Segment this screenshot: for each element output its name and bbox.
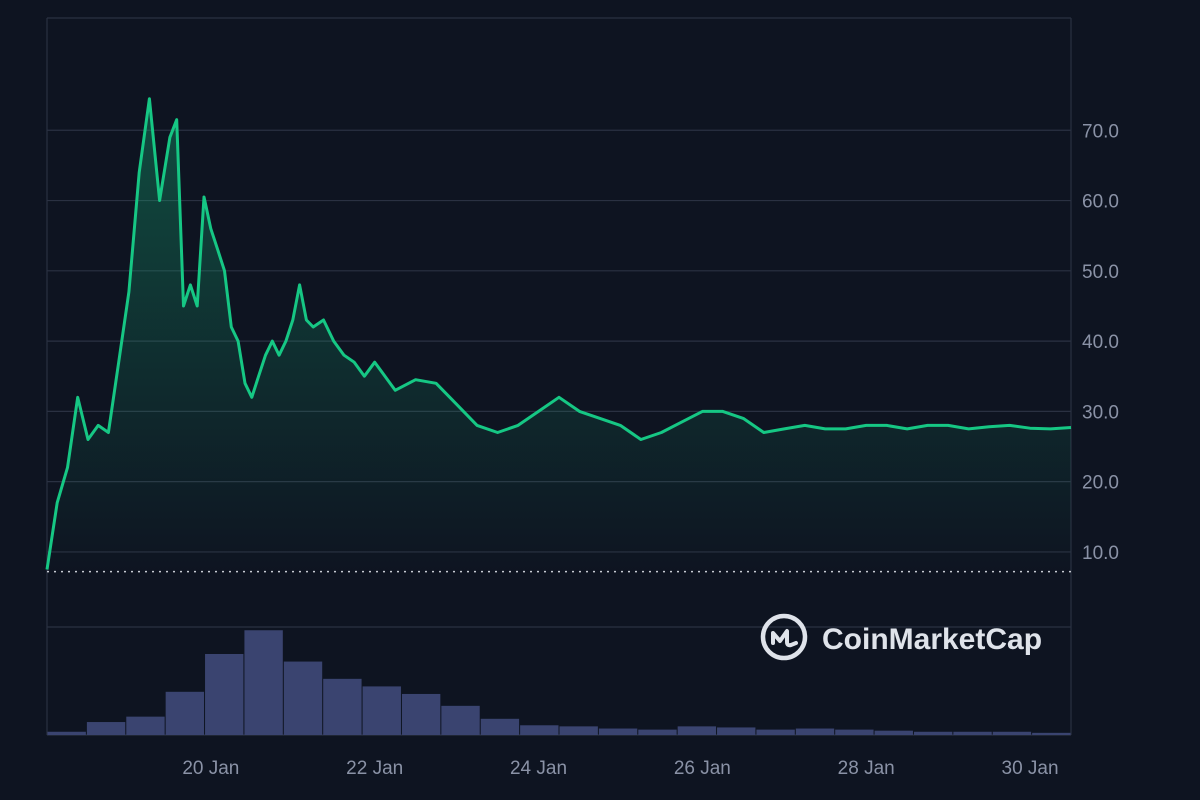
volume-bar <box>992 731 1032 735</box>
y-tick-label: 60.0 <box>1082 192 1119 213</box>
volume-bar <box>165 691 205 735</box>
volume-bar <box>47 731 86 735</box>
x-tick-label: 26 Jan <box>674 758 731 779</box>
y-tick-label: 20.0 <box>1082 473 1119 494</box>
volume-bar <box>480 718 520 735</box>
x-tick-label: 22 Jan <box>346 758 403 779</box>
volume-bar <box>205 654 244 735</box>
y-tick-label: 50.0 <box>1082 262 1119 283</box>
volume-bar <box>520 725 559 735</box>
volume-bar <box>638 729 677 735</box>
x-tick-label: 24 Jan <box>510 758 567 779</box>
volume-bar <box>283 661 323 735</box>
volume-bar <box>913 731 953 735</box>
volume-bar <box>86 722 126 735</box>
y-tick-label: 70.0 <box>1082 121 1119 142</box>
volume-bar <box>598 728 638 735</box>
volume-bar <box>559 726 598 735</box>
volume-bar <box>874 730 913 735</box>
y-tick-label: 10.0 <box>1082 543 1119 564</box>
volume-bar <box>401 693 441 735</box>
x-axis-ticks: 20 Jan 22 Jan 24 Jan 26 Jan 28 Jan 30 Jan <box>182 758 1058 779</box>
volume-bar <box>362 686 401 735</box>
y-tick-label: 40.0 <box>1082 332 1119 353</box>
volume-bar <box>756 729 795 735</box>
y-axis-ticks: 10.0 20.0 30.0 40.0 50.0 60.0 70.0 <box>1082 121 1119 564</box>
volume-bar <box>677 726 717 735</box>
coinmarketcap-logo-icon <box>760 613 808 661</box>
volume-bar <box>953 731 992 735</box>
volume-bar <box>323 678 362 735</box>
volume-bar <box>126 716 165 735</box>
price-line <box>45 97 1072 570</box>
volume-bar <box>1032 732 1071 735</box>
volume-bar <box>795 728 835 735</box>
y-tick-label: 30.0 <box>1082 402 1119 423</box>
price-area-fill <box>47 98 1071 573</box>
brand-name: CoinMarketCap <box>822 623 1042 656</box>
x-tick-label: 30 Jan <box>1002 758 1059 779</box>
volume-bar <box>717 727 756 735</box>
volume-bar <box>244 630 283 735</box>
volume-bars <box>47 630 1071 735</box>
brand-watermark: CoinMarketCap <box>760 613 1042 661</box>
volume-bar <box>835 729 874 735</box>
x-tick-label: 20 Jan <box>182 758 239 779</box>
volume-bar <box>441 705 480 735</box>
x-tick-label: 28 Jan <box>838 758 895 779</box>
